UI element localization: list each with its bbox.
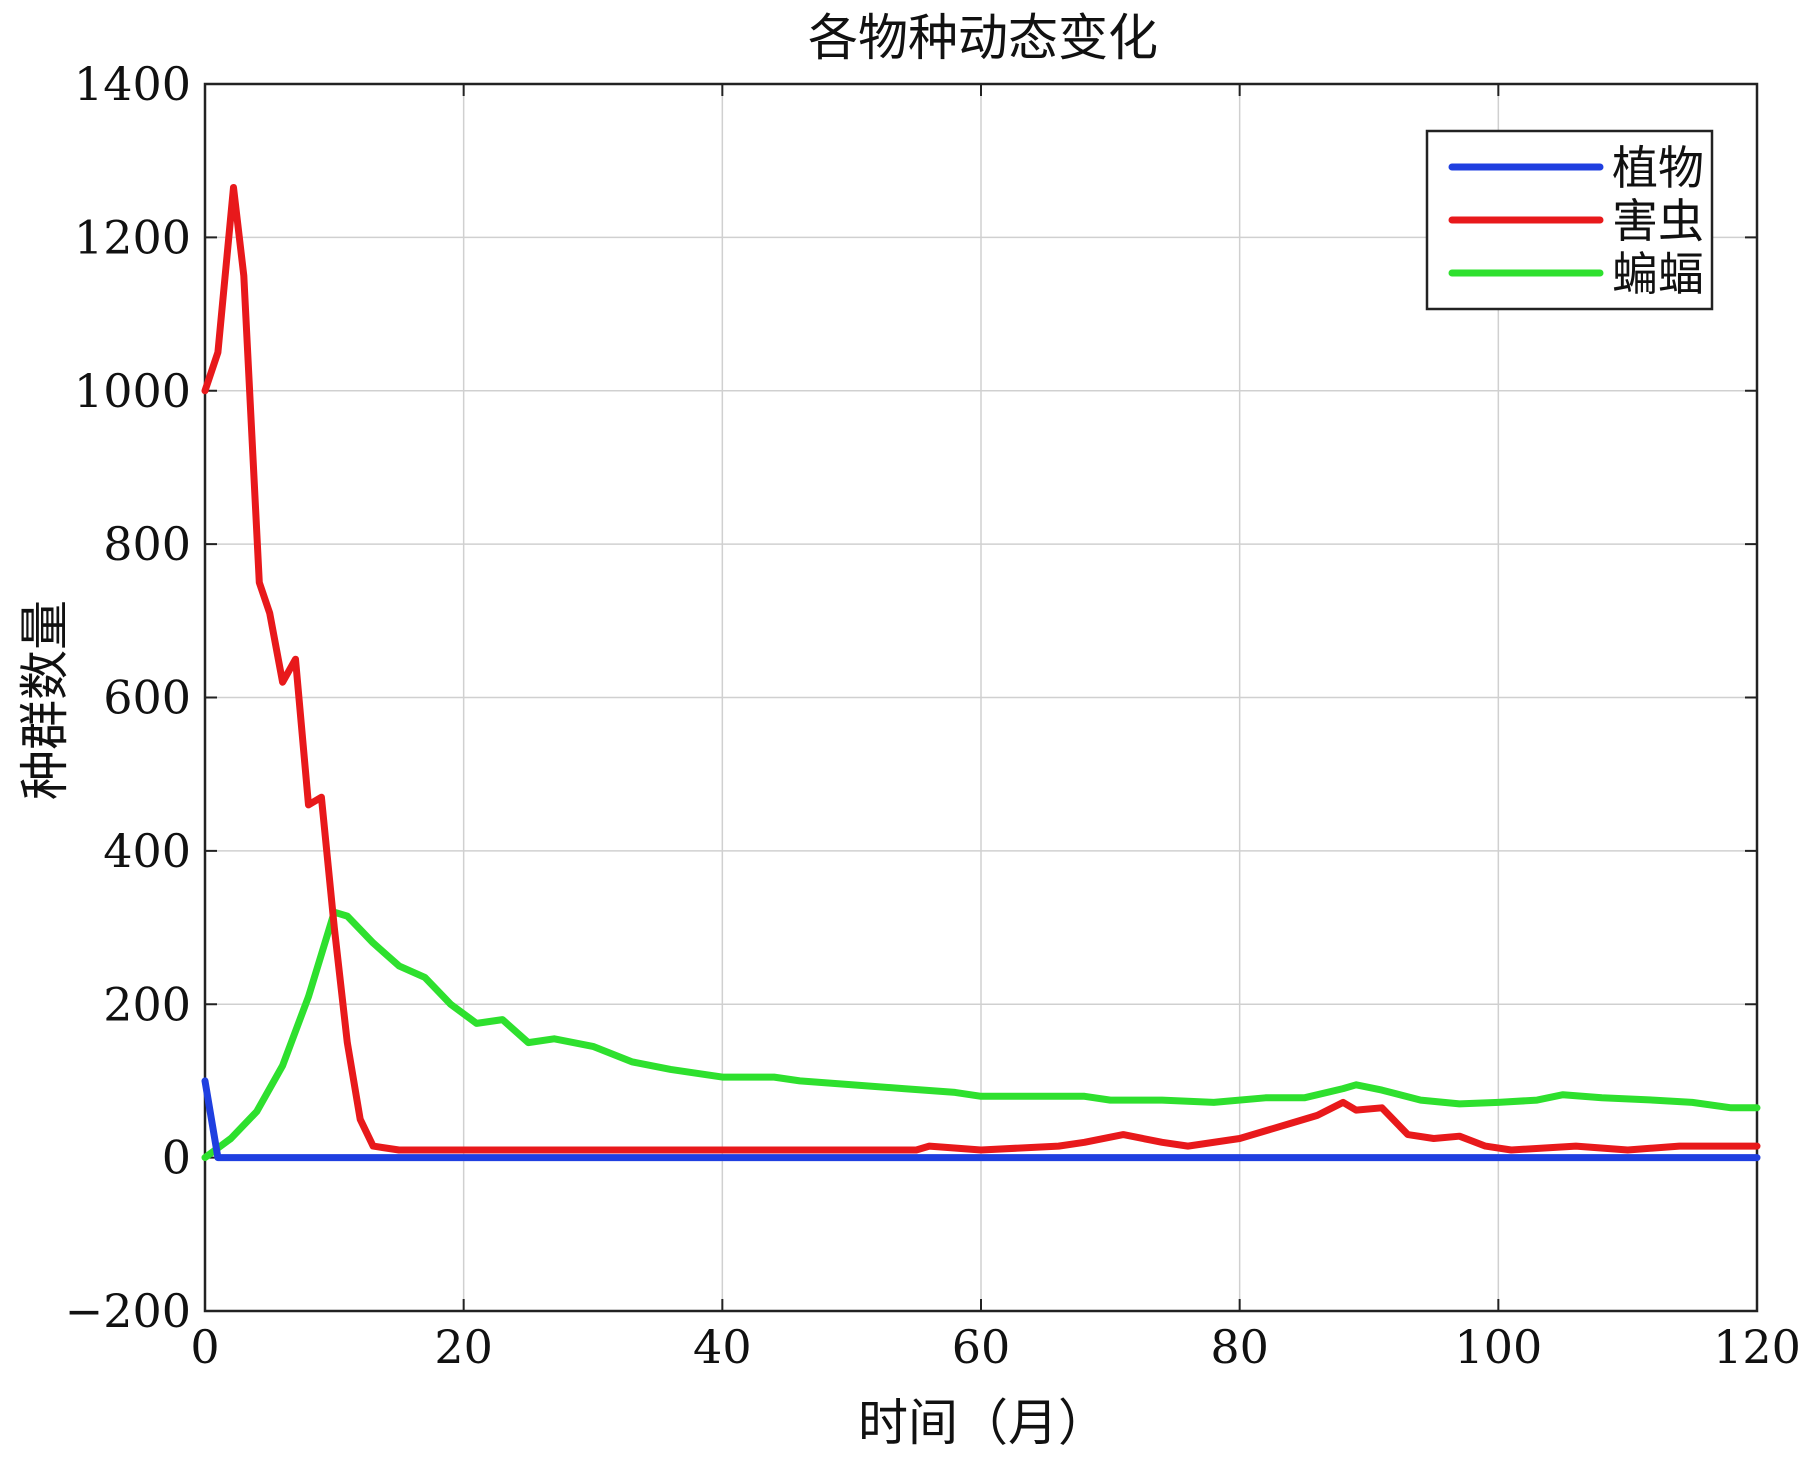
legend-label: 植物 <box>1612 141 1704 195</box>
x-tick-label: 60 <box>952 1320 1011 1374</box>
y-tick-label: 1400 <box>74 57 191 111</box>
y-tick-label: 0 <box>162 1131 191 1185</box>
y-axis-label: 种群数量 <box>16 600 74 800</box>
y-tick-label: 200 <box>103 977 191 1031</box>
y-tick-label: −200 <box>65 1284 191 1338</box>
x-tick-label: 0 <box>190 1320 219 1374</box>
y-tick-label: 600 <box>103 671 191 725</box>
x-tick-label: 100 <box>1454 1320 1542 1374</box>
series-line-1 <box>201 1077 1761 1162</box>
x-tick-label: 20 <box>434 1320 493 1374</box>
y-tick-label: 400 <box>103 824 191 878</box>
x-tick-label: 80 <box>1210 1320 1269 1374</box>
axis-ticks: 0 20 40 60 80 100 120−200020040060080010001200… <box>65 57 1801 1374</box>
legend-label: 蝙蝠 <box>1612 247 1704 301</box>
legend-label: 害虫 <box>1612 194 1704 248</box>
y-tick-label: 1200 <box>74 210 191 264</box>
x-tick-label: 40 <box>693 1320 752 1374</box>
y-tick-label: 1000 <box>74 364 191 418</box>
series-layer <box>201 184 1761 1162</box>
chart-title: 各物种动态变化 <box>808 9 1158 67</box>
x-axis-label: 时间（月） <box>858 1394 1108 1452</box>
y-tick-label: 800 <box>103 517 191 571</box>
series-line-3 <box>201 908 1761 1162</box>
x-tick-label: 120 <box>1713 1320 1801 1374</box>
series-line-2 <box>201 184 1761 1154</box>
